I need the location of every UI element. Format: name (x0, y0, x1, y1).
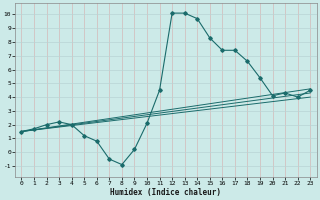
X-axis label: Humidex (Indice chaleur): Humidex (Indice chaleur) (110, 188, 221, 197)
